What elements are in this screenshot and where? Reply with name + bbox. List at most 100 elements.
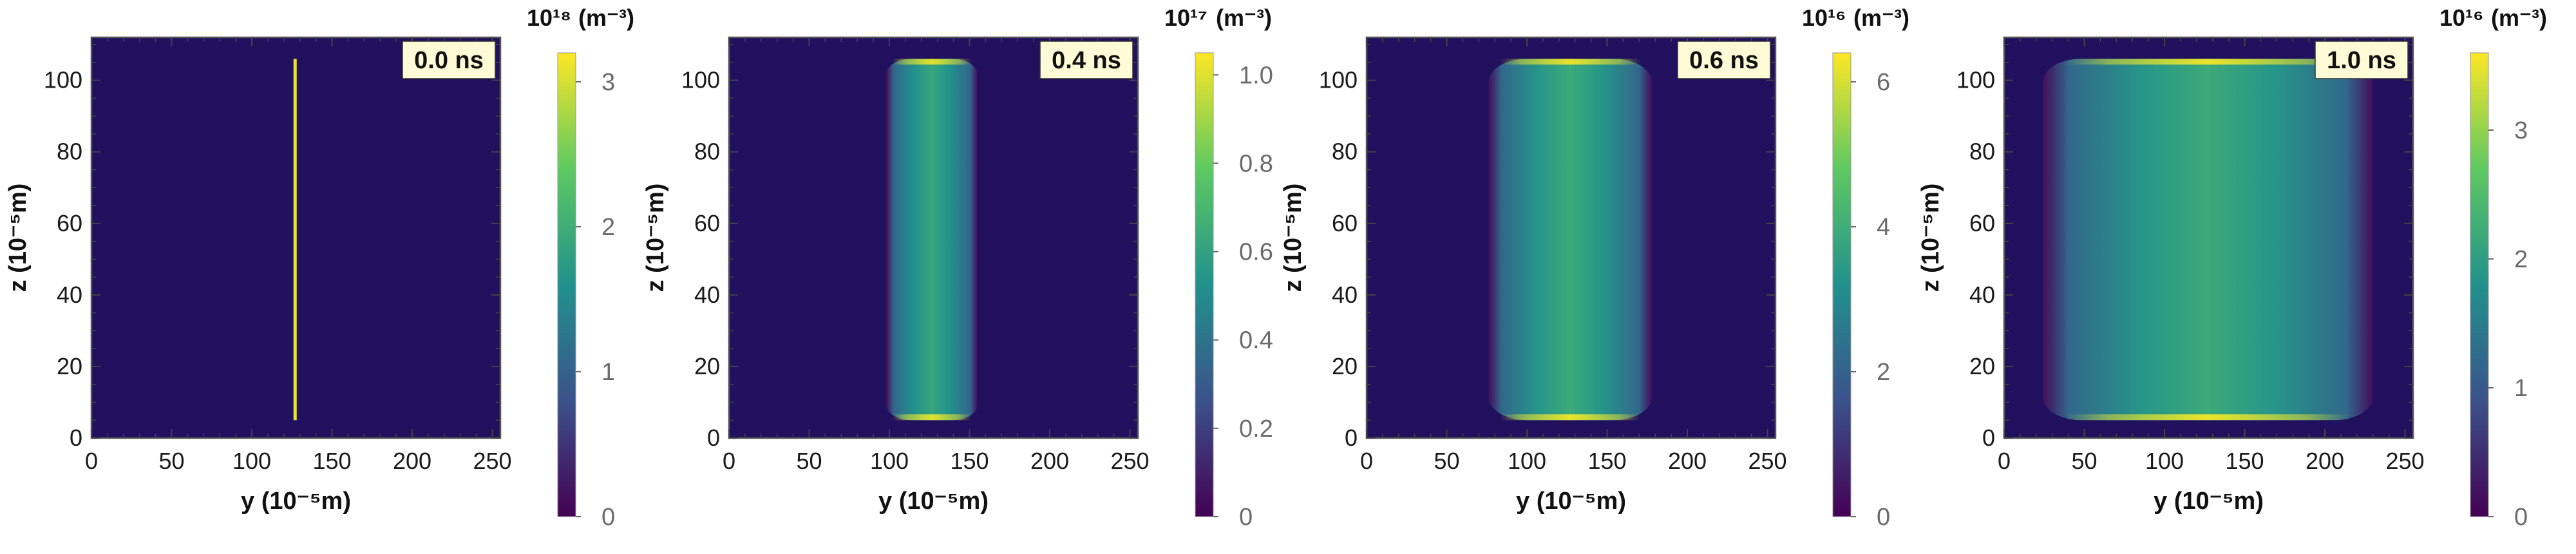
y-tick-label: 20: [694, 353, 720, 379]
colorbar-exponent: 10¹⁶: [2439, 5, 2484, 31]
x-tick-label: 250: [473, 448, 512, 474]
y-tick-label: 40: [694, 282, 720, 308]
plot-frame: [2003, 36, 2414, 439]
density-bottom-edge: [892, 414, 972, 421]
x-tick-label: 0: [85, 448, 98, 474]
x-tick-label: 50: [158, 448, 184, 474]
y-tick-label: 40: [1969, 282, 1995, 308]
colorbar-tick-label: 2: [601, 214, 615, 241]
colorbar-tick-label: 2: [1877, 359, 1890, 386]
colorbar-tick-label: 3: [601, 69, 615, 96]
colorbar-exponent: 10¹⁷: [1164, 5, 1208, 31]
y-axis-title: z (10⁻⁵m): [1280, 184, 1307, 292]
y-tick-label: 40: [57, 282, 82, 308]
x-tick-label: 0: [723, 448, 735, 474]
y-tick-label: 80: [1969, 138, 1995, 165]
colorbar: [557, 52, 576, 517]
colorbar-tick-label: 1.0: [1239, 62, 1273, 89]
x-tick-label: 100: [870, 448, 909, 474]
colorbar: [1832, 52, 1852, 517]
x-tick-label: 50: [2071, 448, 2097, 474]
colorbar-exponent: 10¹⁶: [1802, 5, 1846, 31]
colorbar-tick-label: 0.4: [1239, 327, 1273, 354]
y-tick-label: 60: [1332, 210, 1358, 236]
density-column: [886, 59, 978, 421]
x-axis-title: y (10⁻⁵m): [1516, 488, 1626, 515]
y-tick-label: 0: [707, 425, 720, 451]
time-label: 1.0 ns: [2327, 47, 2396, 74]
time-label-box: [1039, 41, 1133, 79]
y-tick-label: 20: [1969, 353, 1995, 379]
x-tick-label: 0: [1360, 448, 1373, 474]
x-tick-label: 150: [1587, 448, 1626, 474]
time-label-box: [1677, 41, 1771, 79]
colorbar-unit: (m⁻³): [1853, 5, 1909, 31]
density-top-edge: [2065, 59, 2350, 65]
y-tick-label: 100: [1319, 67, 1358, 93]
colorbar-tick-label: 3: [2514, 117, 2528, 144]
colorbar: [2470, 52, 2489, 517]
y-tick-label: 0: [1982, 425, 1995, 451]
colorbar-tick-label: 0.6: [1239, 239, 1273, 266]
y-tick-label: 80: [694, 138, 720, 165]
time-label-box: [2315, 41, 2409, 79]
colorbar-unit: (m⁻³): [1216, 5, 1272, 31]
time-label: 0.6 ns: [1689, 47, 1759, 74]
y-tick-label: 100: [44, 67, 82, 93]
colorbar-tick-label: 1: [2514, 375, 2528, 402]
panel-b: 0 50 100 150 200 250 0 20 40 60 80 100 y (10⁻⁵m) z (1…: [642, 5, 1273, 531]
y-tick-label: 100: [1956, 67, 1995, 93]
x-tick-label: 0: [1998, 448, 2011, 474]
time-label-box: [402, 41, 496, 79]
colorbar: [1195, 52, 1214, 517]
colorbar-tick-label: 0.8: [1239, 150, 1273, 177]
colorbar-tick-label: 4: [1877, 214, 1890, 241]
y-tick-label: 60: [1969, 210, 1995, 236]
y-tick-label: 20: [1332, 353, 1358, 379]
x-tick-label: 250: [1111, 448, 1150, 474]
colorbar-tick-label: 0.2: [1239, 416, 1273, 443]
plot-frame: [728, 36, 1139, 439]
x-tick-label: 50: [796, 448, 822, 474]
y-tick-label: 40: [1332, 282, 1358, 308]
plot-frame: [1365, 36, 1777, 439]
y-tick-label: 60: [57, 210, 82, 236]
colorbar-tick-label: 0: [2514, 504, 2528, 531]
y-tick-label: 20: [57, 353, 82, 379]
x-tick-label: 150: [2225, 448, 2264, 474]
density-bottom-edge: [2065, 414, 2350, 421]
x-tick-label: 150: [312, 448, 351, 474]
colorbar-unit: (m⁻³): [578, 5, 634, 31]
density-top-edge: [1500, 59, 1641, 65]
x-tick-label: 250: [2386, 448, 2425, 474]
x-tick-label: 100: [2145, 448, 2184, 474]
colorbar-exponent: 10¹⁸: [527, 5, 571, 31]
colorbar-tick-label: 0: [1877, 504, 1890, 531]
y-tick-label: 0: [1345, 425, 1358, 451]
x-tick-label: 50: [1434, 448, 1459, 474]
x-tick-label: 100: [232, 448, 271, 474]
density-top-edge: [892, 59, 972, 65]
colorbar-tick-label: 0: [1239, 504, 1253, 531]
y-axis-title: z (10⁻⁵m): [642, 184, 669, 292]
x-tick-label: 200: [1668, 448, 1707, 474]
colorbar-tick-label: 0: [601, 504, 615, 531]
density-column: [2042, 59, 2373, 421]
y-tick-label: 80: [1332, 138, 1358, 165]
x-tick-label: 250: [1748, 448, 1787, 474]
colorbar-tick-label: 2: [2514, 246, 2528, 273]
x-tick-label: 200: [393, 448, 431, 474]
density-bottom-edge: [1500, 414, 1641, 421]
density-column: [1488, 59, 1653, 421]
colorbar-tick-label: 6: [1877, 69, 1890, 96]
colorbar-unit: (m⁻³): [2491, 5, 2547, 31]
x-axis-title: y (10⁻⁵m): [878, 488, 989, 515]
time-label: 0.0 ns: [414, 47, 484, 74]
y-axis-title: z (10⁻⁵m): [1917, 184, 1944, 292]
y-tick-label: 60: [694, 210, 720, 236]
x-tick-label: 200: [2306, 448, 2344, 474]
